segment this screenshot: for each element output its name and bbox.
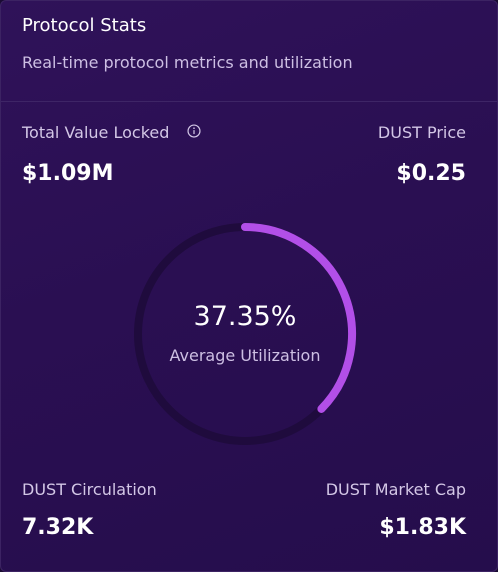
utilization-value: 37.35% — [193, 301, 297, 332]
dust-price-value: $0.25 — [396, 161, 466, 186]
card-subtitle: Real-time protocol metrics and utilizati… — [22, 53, 353, 72]
card-title: Protocol Stats — [22, 15, 147, 36]
info-icon[interactable] — [187, 124, 201, 138]
tvl-label: Total Value Locked — [22, 123, 170, 142]
dust-market-cap-label: DUST Market Cap — [325, 480, 466, 499]
card-header: Protocol Stats Real-time protocol metric… — [1, 1, 497, 102]
dust-price-label: DUST Price — [377, 123, 466, 142]
dust-circulation-value: 7.32K — [22, 515, 94, 540]
gauge-progress — [241, 223, 356, 413]
dust-market-cap-value: $1.83K — [379, 515, 466, 540]
tvl-value: $1.09M — [22, 161, 114, 186]
utilization-gauge — [134, 223, 356, 445]
dust-circulation-label: DUST Circulation — [22, 480, 157, 499]
utilization-label: Average Utilization — [169, 346, 321, 365]
